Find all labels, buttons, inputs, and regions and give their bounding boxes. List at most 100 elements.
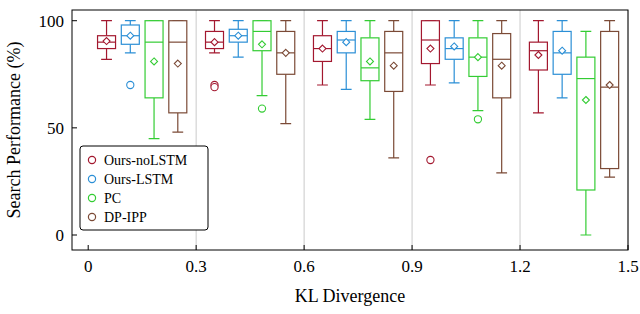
mean (151, 58, 158, 65)
mean (451, 43, 458, 50)
x-tick-label: 0.6 (293, 257, 314, 276)
mean (366, 58, 373, 65)
upper-whisker (233, 21, 244, 30)
box (98, 36, 116, 49)
upper-whisker (473, 21, 484, 38)
upper-whisker (449, 21, 460, 38)
lower-whisker (341, 53, 352, 89)
box (337, 31, 355, 52)
lower-whisker (280, 74, 291, 123)
median (385, 52, 403, 53)
mean (343, 39, 350, 46)
legend-label: Ours-noLSTM (104, 153, 188, 168)
upper-whisker (101, 21, 112, 36)
upper-whisker (341, 21, 352, 32)
median (361, 67, 379, 68)
box (577, 57, 595, 190)
x-tick-label: 0.9 (401, 257, 422, 276)
upper-whisker (388, 21, 399, 32)
legend-marker (88, 213, 95, 220)
lower-whisker (317, 61, 328, 85)
lower-whisker (101, 49, 112, 60)
box (361, 38, 379, 81)
mean (582, 97, 589, 104)
legend-marker (88, 175, 95, 182)
lower-whisker (365, 81, 376, 120)
box (445, 38, 463, 59)
outlier (474, 116, 481, 123)
outlier (258, 105, 265, 112)
upper-whisker (125, 21, 136, 25)
lower-whisker (388, 91, 399, 157)
lower-whisker (473, 76, 484, 110)
lower-whisker (449, 59, 460, 83)
x-tick-label: 0 (84, 257, 93, 276)
upper-whisker (580, 31, 591, 57)
mean (259, 41, 266, 48)
x-tick (304, 245, 305, 250)
lower-whisker (125, 44, 136, 53)
plot-frame (72, 10, 628, 250)
mean (559, 47, 566, 54)
outlier (211, 84, 218, 91)
median (493, 59, 511, 60)
mean (498, 62, 505, 69)
mean (606, 82, 613, 89)
legend-label: DP-IPP (104, 210, 147, 225)
lower-whisker (257, 51, 268, 96)
y-tick-label: 100 (39, 12, 65, 31)
lower-whisker (496, 98, 507, 173)
median (421, 39, 439, 40)
upper-whisker (365, 21, 376, 38)
box (601, 31, 619, 168)
mean (174, 60, 181, 67)
box (529, 42, 547, 70)
lower-whisker (149, 98, 160, 139)
outlier (127, 81, 134, 88)
upper-whisker (209, 21, 220, 32)
grid-line (304, 10, 305, 250)
box (553, 31, 571, 74)
x-tick (412, 245, 413, 250)
y-tick-label: 50 (47, 119, 64, 138)
lower-whisker (580, 190, 591, 235)
upper-whisker (317, 21, 328, 36)
median (577, 78, 595, 79)
median (145, 42, 163, 43)
y-axis-label: Search Performance (%) (4, 42, 25, 219)
lower-whisker (604, 169, 615, 178)
box (385, 31, 403, 91)
box (313, 36, 331, 62)
mean (211, 39, 218, 46)
x-tick (196, 245, 197, 250)
mean (235, 32, 242, 39)
legend-label: Ours-LSTM (104, 172, 174, 187)
box (169, 21, 187, 113)
upper-whisker (557, 21, 568, 32)
median (169, 42, 187, 43)
y-tick (72, 127, 77, 128)
lower-whisker (172, 113, 183, 132)
x-tick (88, 245, 89, 250)
upper-whisker (533, 21, 544, 42)
legend-label: PC (104, 191, 121, 206)
y-tick-label: 0 (56, 226, 65, 245)
mean (319, 45, 326, 52)
outlier (427, 156, 434, 163)
x-tick-label: 1.5 (617, 257, 638, 276)
upper-whisker (604, 21, 615, 32)
box (206, 31, 224, 48)
x-tick-label: 0.3 (186, 257, 207, 276)
y-tick (72, 235, 77, 236)
grid-line (520, 10, 521, 250)
mean (390, 62, 397, 69)
grid-line (412, 10, 413, 250)
box (145, 21, 163, 98)
lower-whisker (209, 49, 220, 53)
box (493, 34, 511, 98)
x-tick (628, 245, 629, 250)
lower-whisker (425, 64, 436, 85)
mean (282, 49, 289, 56)
x-axis-label: KL Divergence (295, 286, 405, 306)
box (421, 21, 439, 64)
